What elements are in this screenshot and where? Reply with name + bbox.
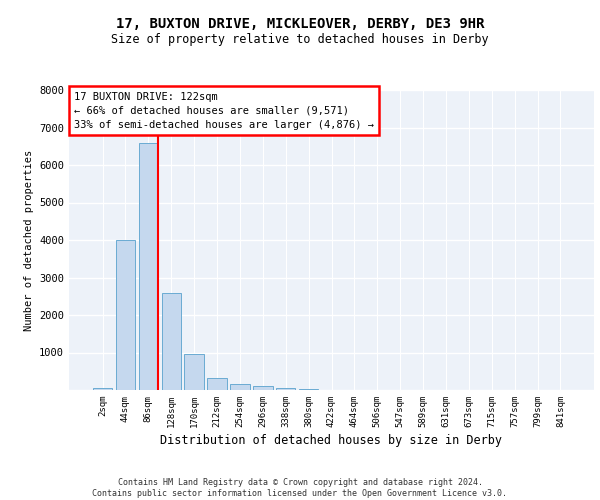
Bar bbox=[276, 388, 295, 390]
Bar bbox=[161, 292, 181, 390]
Bar bbox=[230, 384, 250, 390]
Bar bbox=[184, 354, 204, 390]
Bar bbox=[253, 386, 272, 390]
Text: Size of property relative to detached houses in Derby: Size of property relative to detached ho… bbox=[111, 32, 489, 46]
Bar bbox=[139, 142, 158, 390]
Bar bbox=[93, 388, 112, 390]
Text: Contains HM Land Registry data © Crown copyright and database right 2024.
Contai: Contains HM Land Registry data © Crown c… bbox=[92, 478, 508, 498]
Text: 17, BUXTON DRIVE, MICKLEOVER, DERBY, DE3 9HR: 17, BUXTON DRIVE, MICKLEOVER, DERBY, DE3… bbox=[116, 18, 484, 32]
Bar bbox=[116, 240, 135, 390]
Bar bbox=[299, 389, 319, 390]
Y-axis label: Number of detached properties: Number of detached properties bbox=[23, 150, 34, 330]
Bar bbox=[208, 378, 227, 390]
Text: 17 BUXTON DRIVE: 122sqm
← 66% of detached houses are smaller (9,571)
33% of semi: 17 BUXTON DRIVE: 122sqm ← 66% of detache… bbox=[74, 92, 374, 130]
X-axis label: Distribution of detached houses by size in Derby: Distribution of detached houses by size … bbox=[161, 434, 503, 447]
